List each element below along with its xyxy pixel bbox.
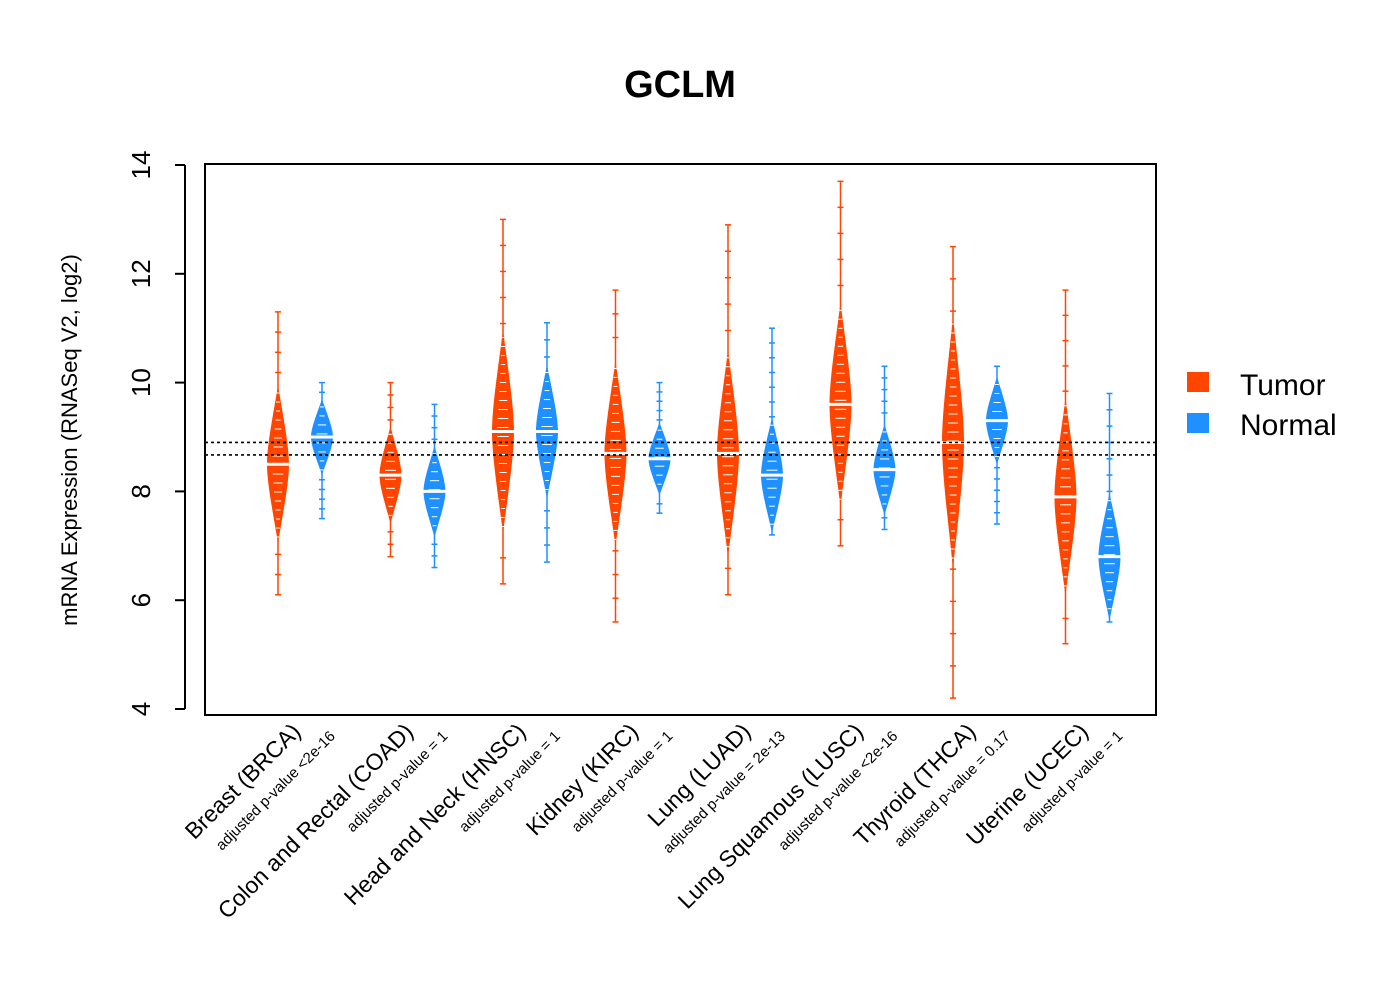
legend-swatch-normal <box>1187 413 1209 433</box>
violin-normal <box>871 365 898 531</box>
violin-normal <box>1096 392 1123 623</box>
legend: Tumor Normal <box>1187 369 1337 442</box>
violin-tumor <box>265 311 291 596</box>
violin-tumor <box>490 218 516 585</box>
violin-normal <box>646 381 673 514</box>
violin-normal <box>309 381 335 520</box>
plot-marks <box>265 180 1123 699</box>
chart-title: GCLM <box>624 64 736 106</box>
y-tick-label: 12 <box>126 259 156 288</box>
plot-frame <box>204 163 1157 716</box>
violin-normal <box>534 322 560 563</box>
legend-label-normal: Normal <box>1240 409 1337 442</box>
violin-tumor <box>1052 289 1079 645</box>
y-tick-label: 10 <box>126 368 156 397</box>
y-tick-label: 6 <box>126 593 156 607</box>
violin-tumor <box>602 289 629 623</box>
y-tick-label: 4 <box>126 702 156 716</box>
legend-label-tumor: Tumor <box>1240 369 1326 402</box>
violin-normal <box>421 403 448 569</box>
violin-normal <box>984 365 1010 525</box>
violin-tumor <box>377 381 404 558</box>
x-axis-labels: Breast (BRCA)adjusted p-value <2e-16Colo… <box>180 718 1127 923</box>
violin-tumor <box>827 180 854 547</box>
y-tick-label: 14 <box>126 151 156 180</box>
y-axis: 4 6 8 10 12 14 <box>126 151 186 716</box>
y-tick-label: 8 <box>126 484 156 498</box>
violin-tumor <box>715 224 741 596</box>
legend-swatch-tumor <box>1187 372 1209 392</box>
violin-tumor <box>940 245 966 699</box>
violin-normal <box>759 327 785 536</box>
y-axis-label: mRNA Expression (RNASeq V2, log2) <box>57 254 82 626</box>
reference-lines <box>205 441 1156 456</box>
